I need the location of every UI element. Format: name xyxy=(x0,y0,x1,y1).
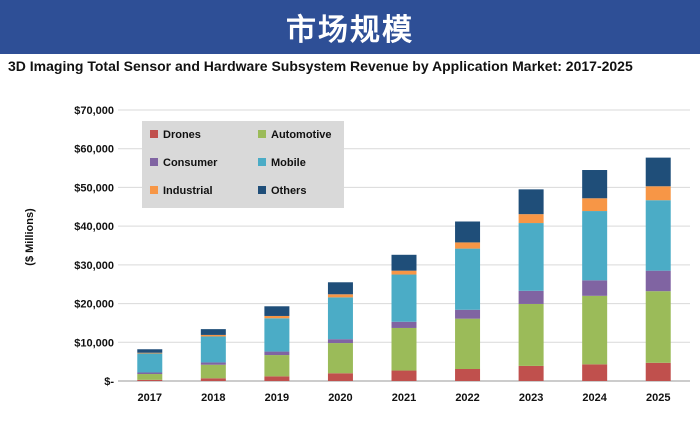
y-tick-label: $- xyxy=(104,376,114,388)
bar-segment-drones-2018 xyxy=(200,378,226,381)
bar-segment-automotive-2023 xyxy=(518,303,544,366)
legend-label-mobile: Mobile xyxy=(271,157,306,169)
bar-segment-drones-2024 xyxy=(582,364,608,381)
bar-segment-consumer-2025 xyxy=(645,270,671,292)
bar-segment-drones-2017 xyxy=(137,379,163,381)
legend-swatch-drones xyxy=(150,130,158,138)
banner-title: 市场规模 xyxy=(286,13,414,48)
bar-segment-automotive-2020 xyxy=(327,343,353,374)
banner: 市场规模 xyxy=(0,0,700,54)
y-tick-label: $10,000 xyxy=(74,337,114,349)
bar-segment-others-2017 xyxy=(137,349,163,353)
y-tick-label: $70,000 xyxy=(74,105,114,117)
x-tick-label: 2018 xyxy=(201,392,225,404)
bar-segment-industrial-2025 xyxy=(645,186,671,201)
bar-segment-drones-2021 xyxy=(391,370,417,381)
x-tick-label: 2024 xyxy=(582,392,607,404)
bar-segment-consumer-2023 xyxy=(518,290,544,304)
bars xyxy=(137,157,671,381)
bar-segment-automotive-2025 xyxy=(645,291,671,363)
legend-swatch-industrial xyxy=(150,186,158,194)
bar-segment-industrial-2019 xyxy=(264,315,290,319)
y-axis-label: ($ Millions) xyxy=(24,208,36,266)
bar-segment-industrial-2020 xyxy=(327,294,353,298)
bar-segment-mobile-2021 xyxy=(391,274,417,322)
bar-segment-automotive-2022 xyxy=(455,318,481,369)
legend-label-automotive: Automotive xyxy=(271,129,332,141)
bar-segment-consumer-2022 xyxy=(455,309,481,319)
bar-segment-others-2022 xyxy=(455,221,481,243)
bar-segment-mobile-2017 xyxy=(137,353,163,373)
bar-segment-consumer-2018 xyxy=(200,362,226,365)
bar-segment-industrial-2018 xyxy=(200,334,226,337)
bar-segment-mobile-2020 xyxy=(327,297,353,340)
chart-title: 3D Imaging Total Sensor and Hardware Sub… xyxy=(8,58,633,74)
bar-segment-consumer-2020 xyxy=(327,339,353,344)
bar-segment-mobile-2024 xyxy=(582,211,608,281)
bar-segment-consumer-2017 xyxy=(137,372,163,375)
bar-segment-automotive-2017 xyxy=(137,374,163,380)
chart-svg: $- $10,000 $20,000 $30,000 $40,000 $50,000 $60… xyxy=(0,94,700,438)
x-tick-labels: 2017 2018 2019 2020 2021 2022 2023 2024 2025 xyxy=(138,392,671,404)
bar-segment-consumer-2024 xyxy=(582,280,608,296)
bar-segment-drones-2020 xyxy=(327,373,353,381)
bar-segment-mobile-2018 xyxy=(200,336,226,363)
x-tick-label: 2017 xyxy=(138,392,162,404)
bar-segment-consumer-2021 xyxy=(391,321,417,328)
legend-box xyxy=(142,121,344,208)
bar-segment-automotive-2018 xyxy=(200,364,226,379)
legend-label-consumer: Consumer xyxy=(163,157,218,169)
x-tick-label: 2021 xyxy=(392,392,416,404)
legend-label-drones: Drones xyxy=(163,129,201,141)
bar-segment-mobile-2025 xyxy=(645,200,671,271)
legend-label-others: Others xyxy=(271,185,306,197)
bar-segment-others-2021 xyxy=(391,254,417,271)
legend-swatch-others xyxy=(258,186,266,194)
bar-segment-automotive-2019 xyxy=(264,355,290,377)
bar-segment-industrial-2024 xyxy=(582,198,608,212)
y-tick-labels: $- $10,000 $20,000 $30,000 $40,000 $50,000 $60… xyxy=(74,105,114,388)
bar-segment-industrial-2023 xyxy=(518,214,544,224)
bar-segment-mobile-2019 xyxy=(264,318,290,352)
bar-segment-industrial-2021 xyxy=(391,270,417,275)
x-tick-label: 2022 xyxy=(455,392,479,404)
bar-segment-drones-2019 xyxy=(264,376,290,381)
x-tick-label: 2019 xyxy=(265,392,289,404)
bar-segment-others-2025 xyxy=(645,157,671,187)
legend-swatch-automotive xyxy=(258,130,266,138)
legend-swatch-consumer xyxy=(150,158,158,166)
bar-segment-others-2024 xyxy=(582,170,608,199)
x-tick-label: 2025 xyxy=(646,392,670,404)
y-tick-label: $40,000 xyxy=(74,221,114,233)
chart: $- $10,000 $20,000 $30,000 $40,000 $50,000 $60… xyxy=(0,94,700,438)
y-tick-label: $30,000 xyxy=(74,260,114,272)
y-tick-label: $60,000 xyxy=(74,144,114,156)
bar-segment-others-2018 xyxy=(200,329,226,335)
bar-segment-mobile-2022 xyxy=(455,248,481,310)
x-tick-label: 2023 xyxy=(519,392,543,404)
bar-segment-mobile-2023 xyxy=(518,223,544,291)
legend: Drones Automotive Consumer Mobile Industrial… xyxy=(142,121,344,208)
bar-segment-others-2019 xyxy=(264,306,290,316)
bar-segment-consumer-2019 xyxy=(264,351,290,356)
bar-segment-automotive-2024 xyxy=(582,295,608,365)
bar-segment-drones-2023 xyxy=(518,365,544,381)
y-tick-label: $20,000 xyxy=(74,299,114,311)
bar-segment-drones-2022 xyxy=(455,368,481,381)
y-tick-label: $50,000 xyxy=(74,182,114,194)
legend-swatch-mobile xyxy=(258,158,266,166)
bar-segment-industrial-2022 xyxy=(455,242,481,249)
bar-segment-industrial-2017 xyxy=(137,352,163,354)
bar-segment-automotive-2021 xyxy=(391,327,417,371)
bar-segment-others-2023 xyxy=(518,189,544,215)
legend-label-industrial: Industrial xyxy=(163,185,213,197)
x-tick-label: 2020 xyxy=(328,392,352,404)
bar-segment-others-2020 xyxy=(327,282,353,295)
bar-segment-drones-2025 xyxy=(645,362,671,381)
